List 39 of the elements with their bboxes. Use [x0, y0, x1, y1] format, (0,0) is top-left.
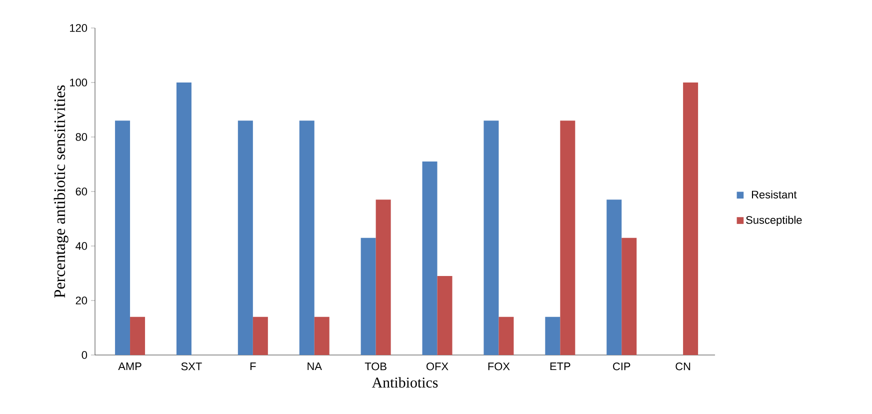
x-tick-label: CIP — [613, 362, 630, 370]
y-tick-label: 0 — [82, 351, 88, 359]
bar — [560, 120, 576, 355]
x-tick-label: OFX — [426, 362, 448, 370]
x-tick-label: SXT — [181, 362, 202, 370]
x-tick-label: CN — [676, 362, 690, 370]
x-tick-label: ETP — [550, 362, 570, 370]
bar — [299, 120, 314, 355]
legend-label: Resistant — [752, 190, 797, 198]
bar — [498, 316, 514, 355]
bar — [252, 316, 268, 355]
x-tick-label: F — [250, 362, 256, 370]
bar — [238, 120, 253, 355]
y-axis-title: Percentage antibiotic sensitivities — [54, 85, 68, 298]
y-tick-label: 40 — [76, 242, 88, 250]
bar — [622, 238, 637, 355]
bar — [437, 276, 452, 355]
bar — [683, 82, 698, 355]
legend-label: Susceptible — [746, 216, 802, 226]
bar — [314, 316, 330, 355]
bar — [115, 120, 130, 355]
y-tick-label: 60 — [76, 188, 88, 196]
x-tick-label: FOX — [488, 362, 510, 370]
bar — [484, 120, 499, 355]
y-tick-label: 100 — [70, 78, 88, 86]
bar — [422, 162, 438, 355]
bar — [130, 316, 146, 355]
y-tick-label: 80 — [76, 133, 88, 141]
x-tick-label: AMP — [118, 362, 142, 370]
x-axis-title: Antibiotics — [372, 377, 438, 388]
y-tick-label: 120 — [70, 24, 88, 32]
bar — [606, 200, 622, 355]
x-tick-label: NA — [308, 362, 322, 370]
y-tick-label: 20 — [76, 296, 88, 304]
x-tick-label: TOB — [364, 362, 386, 370]
bar — [176, 82, 192, 355]
bar — [545, 316, 560, 355]
bar — [376, 200, 391, 355]
bar — [360, 238, 376, 355]
